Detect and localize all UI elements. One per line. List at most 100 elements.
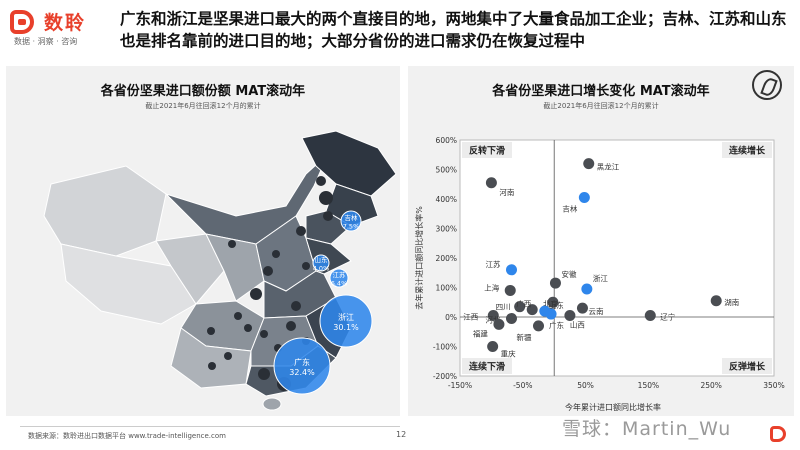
scatter-title: 各省份坚果进口增长变化 MAT滚动年 bbox=[492, 84, 710, 99]
quadrant-label: 连续下滑 bbox=[469, 361, 505, 373]
brand-tagline: 数据 · 洞察 · 咨询 bbox=[14, 37, 78, 46]
province-dot bbox=[316, 176, 326, 186]
bubble-province-label: 浙江 bbox=[338, 312, 354, 322]
logo-mark-icon bbox=[10, 10, 34, 34]
page-number: 12 bbox=[396, 430, 407, 439]
growth-leaf-icon bbox=[752, 70, 782, 100]
map-subtitle: 截止2021年6月往回滚12个月的累计 bbox=[145, 102, 261, 110]
quadrant-label-bg bbox=[462, 358, 512, 374]
point-label: 上海 bbox=[484, 282, 499, 292]
page-headline: 广东和浙江是坚果进口最大的两个直接目的地，两地集中了大量食品加工企业；吉林、江苏… bbox=[120, 10, 787, 50]
bubble-share-label: 6.4% bbox=[331, 280, 348, 288]
plot-area bbox=[459, 139, 775, 377]
province-dot bbox=[207, 327, 215, 335]
map-title: 各省份坚果进口额份额 MAT滚动年 bbox=[100, 84, 306, 99]
scatter-point bbox=[710, 295, 722, 307]
x-axis-label: 今年累计进口额同比增长率 bbox=[565, 402, 661, 412]
point-label: 山西 bbox=[570, 320, 585, 330]
scatter-point bbox=[545, 308, 557, 320]
y-tick-label: 200% bbox=[436, 254, 457, 263]
province-dot bbox=[286, 321, 296, 331]
point-label: 山东 bbox=[549, 300, 564, 310]
point-label: 湖南 bbox=[724, 297, 739, 307]
bubble-share-label: 30.1% bbox=[333, 323, 359, 332]
y-tick-label: 400% bbox=[436, 195, 457, 204]
y-tick-label: -100% bbox=[433, 343, 457, 352]
bubble-province-label: 吉林 bbox=[345, 213, 359, 222]
quadrant-label: 反弹增长 bbox=[729, 361, 766, 373]
x-tick-label: -50% bbox=[513, 381, 532, 390]
province-dot bbox=[258, 368, 270, 380]
province-dot bbox=[291, 301, 301, 311]
share-bubble bbox=[329, 268, 349, 288]
province-dot bbox=[224, 352, 232, 360]
scatter-subtitle: 截止2021年6月往回滚12个月的累计 bbox=[543, 102, 659, 110]
province-dot bbox=[263, 266, 273, 276]
scatter-point bbox=[505, 312, 517, 324]
quadrant-label: 连续增长 bbox=[729, 145, 766, 157]
x-tick-label: 350% bbox=[763, 381, 784, 390]
province-dot bbox=[234, 312, 242, 320]
point-label: 安徽 bbox=[561, 269, 576, 279]
quadrant-label-bg bbox=[722, 142, 772, 158]
data-source: 数据来源：数聆进出口数据平台 www.trade-intelligence.co… bbox=[28, 432, 226, 440]
point-label: 黑龙江 bbox=[597, 162, 620, 172]
footer-divider bbox=[20, 426, 400, 427]
quadrant-label-bg bbox=[722, 358, 772, 374]
bubble-province-label: 广东 bbox=[294, 357, 310, 367]
share-bubble bbox=[340, 210, 362, 232]
scatter-point bbox=[504, 284, 516, 296]
point-label: 浙江 bbox=[593, 273, 608, 283]
brand-name: 数聆 bbox=[44, 12, 87, 34]
scatter-point bbox=[505, 264, 517, 276]
scatter-point bbox=[493, 318, 505, 330]
province-dot bbox=[319, 191, 333, 205]
y-tick-label: 100% bbox=[436, 284, 457, 293]
point-label: 福建 bbox=[473, 328, 488, 338]
point-label: 辽宁 bbox=[660, 312, 675, 322]
province-dot bbox=[250, 288, 262, 300]
scatter-point bbox=[549, 277, 561, 289]
scatter-point bbox=[644, 310, 656, 322]
quadrant-label: 反转下滑 bbox=[469, 145, 505, 157]
point-label: 广东 bbox=[549, 320, 564, 330]
header: 数聆 数据 · 洞察 · 咨询 广东和浙江是坚果进口最大的两个直接目的地，两地集… bbox=[0, 0, 800, 58]
scatter-point bbox=[581, 283, 593, 295]
y-tick-label: 0% bbox=[445, 313, 457, 322]
bubble-share-label: 7.5% bbox=[343, 223, 360, 231]
province-dot bbox=[302, 262, 310, 270]
scatter-point bbox=[578, 192, 590, 204]
y-axis-label: 去年累计进口额同比增长率% bbox=[414, 206, 424, 310]
point-label: 广西 bbox=[516, 299, 532, 309]
province-dot bbox=[228, 240, 236, 248]
chart-axes: -150% -50% 50% 150% 250% 350% 600% 500% 400% 300%… bbox=[433, 136, 785, 390]
point-label: 四川 bbox=[496, 303, 511, 312]
brand-logo: 数聆 数据 · 洞察 · 咨询 bbox=[10, 8, 110, 50]
province-dot bbox=[323, 211, 333, 221]
point-label: 河北 bbox=[485, 315, 500, 324]
share-bubble bbox=[312, 254, 330, 272]
province-dot bbox=[272, 250, 280, 258]
bubble-province-label: 江苏 bbox=[333, 270, 347, 279]
scatter-point bbox=[576, 302, 588, 314]
growth-scatter-chart: -150% -50% 50% 150% 250% 350% 600% 500% 400% 300%… bbox=[414, 136, 785, 412]
scatter-point bbox=[564, 310, 576, 322]
x-tick-label: 250% bbox=[700, 381, 721, 390]
scatter-panel: 各省份坚果进口增长变化 MAT滚动年 截止2021年6月往回滚12个月的累计 -… bbox=[408, 66, 794, 416]
province-dot bbox=[208, 362, 216, 370]
province-dot bbox=[296, 226, 306, 236]
scatter-point bbox=[487, 310, 499, 322]
point-label: 江西 bbox=[463, 313, 478, 322]
point-label: 河南 bbox=[499, 187, 514, 197]
province-dot bbox=[244, 324, 252, 332]
quadrant-label-bg bbox=[462, 142, 512, 158]
point-label: 新疆 bbox=[517, 332, 532, 342]
y-tick-label: 600% bbox=[436, 136, 457, 145]
x-tick-label: -150% bbox=[448, 381, 472, 390]
x-tick-label: 50% bbox=[577, 381, 594, 390]
scatter-point bbox=[533, 320, 544, 332]
